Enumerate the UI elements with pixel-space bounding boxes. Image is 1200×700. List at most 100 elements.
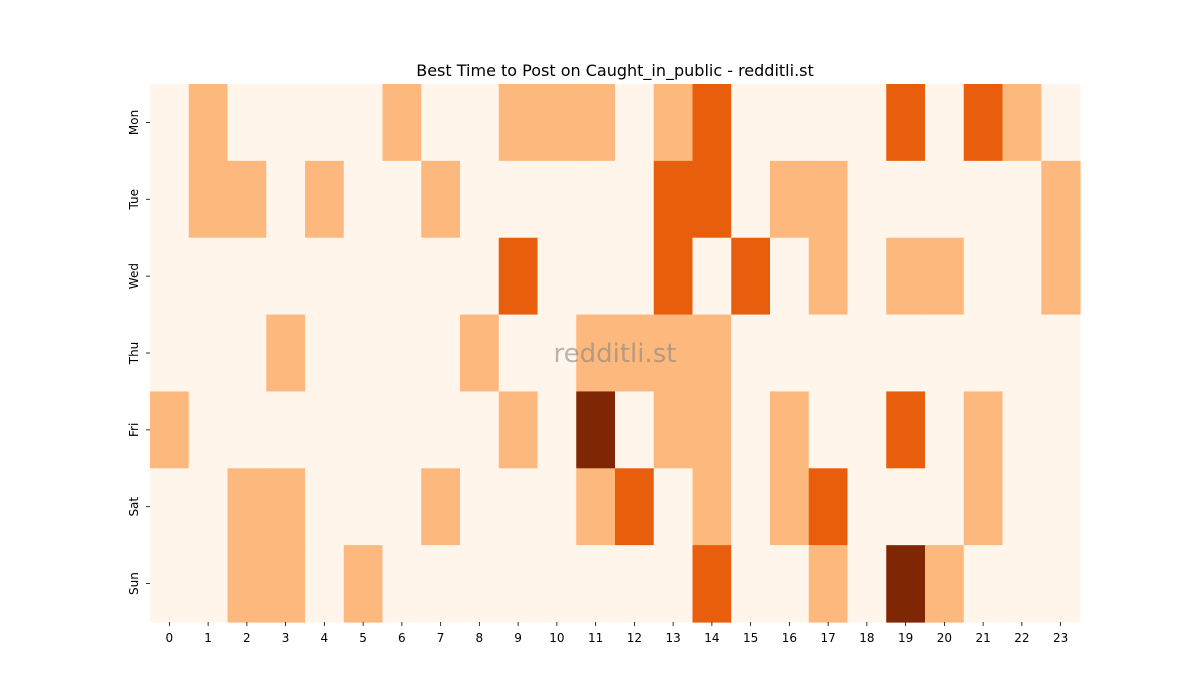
- heatmap-cell-wed-9: [498, 237, 539, 316]
- heatmap-cell-fri-3: [266, 391, 306, 469]
- x-tick-label-12: 12: [627, 631, 642, 645]
- heatmap-cell-thu-20: [925, 314, 965, 393]
- heatmap-cell-fri-22: [1002, 391, 1042, 469]
- heatmap-cell-tue-1: [188, 160, 229, 239]
- heatmap-cell-tue-23: [1041, 160, 1081, 239]
- heatmap-cell-wed-13: [653, 237, 694, 316]
- heatmap-cell-thu-7: [421, 314, 461, 393]
- heatmap-cell-wed-20: [925, 237, 965, 316]
- heatmap-cell-thu-9: [498, 314, 539, 393]
- heatmap-cell-mon-23: [1041, 84, 1081, 162]
- heatmap-cell-mon-14: [692, 84, 732, 162]
- heatmap-cell-fri-9: [498, 391, 539, 469]
- heatmap-cell-wed-16: [770, 237, 810, 316]
- heatmap-cell-fri-23: [1041, 391, 1081, 469]
- heatmap-cell-thu-21: [963, 314, 1004, 393]
- heatmap-cell-tue-10: [537, 160, 577, 239]
- heatmap-cell-tue-20: [925, 160, 965, 239]
- heatmap-cell-fri-14: [692, 391, 732, 469]
- heatmap-cell-fri-4: [305, 391, 345, 469]
- heatmap-cell-thu-2: [227, 314, 267, 393]
- heatmap-cell-thu-5: [343, 314, 384, 393]
- x-tick-label-23: 23: [1053, 631, 1068, 645]
- heatmap-cell-fri-19: [886, 391, 926, 469]
- watermark: redditli.st: [554, 339, 677, 369]
- heatmap-cell-sat-14: [692, 468, 732, 546]
- heatmap-cell-tue-5: [343, 160, 384, 239]
- heatmap-cell-sat-20: [925, 468, 965, 546]
- y-tick-label-sun: Sun: [127, 572, 141, 595]
- heatmap-cell-mon-2: [227, 84, 267, 162]
- x-tick-label-16: 16: [782, 631, 797, 645]
- heatmap-cell-thu-11: [576, 314, 616, 393]
- heatmap-cell-thu-0: [150, 314, 190, 393]
- heatmap-cell-sat-12: [615, 468, 655, 546]
- heatmap-cell-fri-0: [150, 391, 190, 469]
- heatmap-cell-sun-18: [847, 545, 887, 623]
- heatmap-cell-mon-18: [847, 84, 887, 162]
- x-tick-label-10: 10: [549, 631, 564, 645]
- heatmap-cell-fri-6: [382, 391, 422, 469]
- heatmap-cell-tue-15: [731, 160, 771, 239]
- heatmap-cell-mon-19: [886, 84, 926, 162]
- heatmap-cell-mon-16: [770, 84, 810, 162]
- heatmap-cell-mon-12: [615, 84, 655, 162]
- heatmap-cell-wed-10: [537, 237, 577, 316]
- heatmap-cell-tue-19: [886, 160, 926, 239]
- heatmap-cell-fri-10: [537, 391, 577, 469]
- heatmap-cell-thu-17: [808, 314, 849, 393]
- heatmap-cell-wed-14: [692, 237, 732, 316]
- heatmap-cell-sat-22: [1002, 468, 1042, 546]
- heatmap-cell-tue-16: [770, 160, 810, 239]
- y-tick-label-sat: Sat: [127, 497, 141, 517]
- heatmap-cell-sat-19: [886, 468, 926, 546]
- heatmap-cell-wed-0: [150, 237, 190, 316]
- heatmap-cell-sat-5: [343, 468, 384, 546]
- heatmap-cell-wed-21: [963, 237, 1004, 316]
- heatmap-cell-wed-17: [808, 237, 849, 316]
- heatmap-cell-sat-2: [227, 468, 267, 546]
- heatmap-cell-mon-20: [925, 84, 965, 162]
- heatmap-cell-sat-17: [808, 468, 849, 546]
- heatmap-cell-wed-15: [731, 237, 771, 316]
- x-tick-label-2: 2: [243, 631, 251, 645]
- heatmap-cell-sun-7: [421, 545, 461, 623]
- heatmap-cell-fri-17: [808, 391, 849, 469]
- x-tick-label-1: 1: [204, 631, 212, 645]
- heatmap-cell-thu-16: [770, 314, 810, 393]
- heatmap-cell-fri-16: [770, 391, 810, 469]
- heatmap-cell-thu-1: [188, 314, 229, 393]
- heatmap-cell-sun-6: [382, 545, 422, 623]
- heatmap-cell-thu-10: [537, 314, 577, 393]
- heatmap-cell-sun-19: [886, 545, 926, 623]
- x-tick-label-18: 18: [859, 631, 874, 645]
- heatmap-cell-fri-1: [188, 391, 229, 469]
- heatmap-cell-thu-22: [1002, 314, 1042, 393]
- heatmap-cell-fri-7: [421, 391, 461, 469]
- x-tick-label-19: 19: [898, 631, 913, 645]
- heatmap-cell-wed-19: [886, 237, 926, 316]
- heatmap-cell-wed-6: [382, 237, 422, 316]
- heatmap-cell-wed-23: [1041, 237, 1081, 316]
- y-tick-label-tue: Tue: [127, 189, 141, 211]
- heatmap-cell-thu-8: [460, 314, 500, 393]
- heatmap-cell-tue-11: [576, 160, 616, 239]
- heatmap-cells: [150, 84, 1081, 623]
- heatmap-cell-sun-5: [343, 545, 384, 623]
- x-tick-label-5: 5: [359, 631, 367, 645]
- x-axis: 0 1 2 3 4 5 6 7 8 9 10 11 12 13 14 15 16 17 18 19 20 21 22 23: [166, 622, 1068, 645]
- heatmap-cell-fri-12: [615, 391, 655, 469]
- heatmap-cell-fri-8: [460, 391, 500, 469]
- heatmap-cell-sun-16: [770, 545, 810, 623]
- heatmap-cell-sun-14: [692, 545, 732, 623]
- heatmap-cell-sun-2: [227, 545, 267, 623]
- heatmap-cell-mon-4: [305, 84, 345, 162]
- heatmap-cell-tue-3: [266, 160, 306, 239]
- heatmap-cell-sat-7: [421, 468, 461, 546]
- heatmap-cell-fri-18: [847, 391, 887, 469]
- heatmap-cell-thu-23: [1041, 314, 1081, 393]
- heatmap-cell-sat-10: [537, 468, 577, 546]
- heatmap-cell-mon-13: [653, 84, 694, 162]
- heatmap-cell-fri-11: [576, 391, 616, 469]
